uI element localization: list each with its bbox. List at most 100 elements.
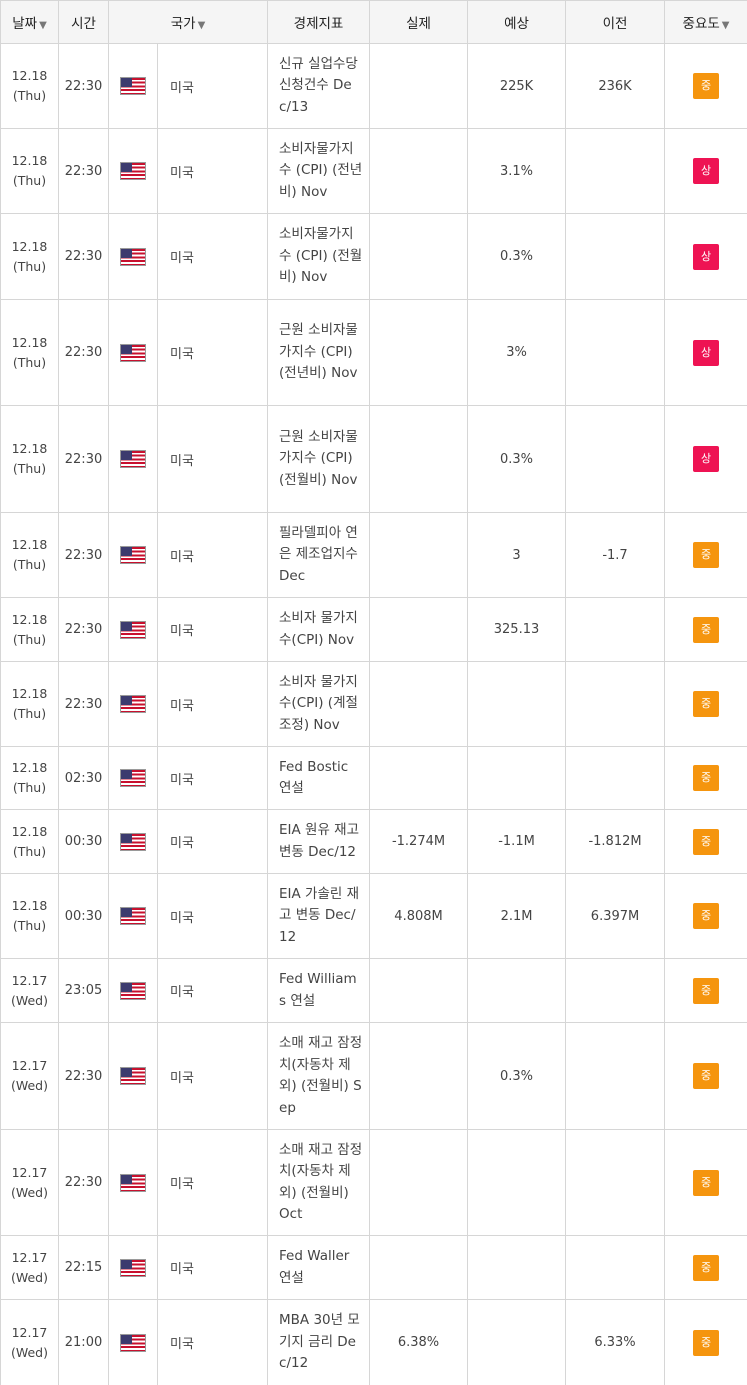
time-cell: 22:30 [58,661,109,747]
indicator-cell[interactable]: Fed Waller 연설 [267,1235,371,1300]
previous-cell: -1.7 [565,512,666,598]
weekday-value: (Wed) [10,1269,48,1285]
importance-badge: 중 [693,828,720,855]
date-value: 12.18 [11,537,48,552]
us-flag-icon [120,1173,146,1192]
flag-cell [108,873,158,959]
time-cell: 22:30 [58,299,109,406]
table-row[interactable]: 12.18 (Thu) 22:30 미국 소비자물가지수 (CPI) (전년비) Nov… [0,128,747,214]
time-cell: 22:30 [58,43,109,129]
indicator-cell[interactable]: MBA 30년 모기지 금리 Dec/12 [267,1299,371,1385]
date-cell: 12.18 (Thu) [0,746,59,810]
forecast-cell [467,746,567,810]
actual-cell [369,128,469,214]
forecast-cell: 3.1% [467,128,567,214]
table-row[interactable]: 12.17 (Wed) 23:05 미국 Fed Williams 연설 중 [0,958,747,1023]
country-cell: 미국 [156,128,269,214]
table-row[interactable]: 12.18 (Thu) 22:30 미국 필라델피아 연은 제조업지수 Dec 3 -1.7… [0,512,747,598]
table-row[interactable]: 12.18 (Thu) 22:30 미국 신규 실업수당 신청건수 Dec/13 225K… [0,43,747,129]
forecast-cell: 0.3% [467,1022,567,1130]
sort-arrow-icon[interactable]: ▼ [721,20,730,31]
country-cell: 미국 [156,958,269,1023]
table-row[interactable]: 12.17 (Wed) 22:15 미국 Fed Waller 연설 중 [0,1235,747,1300]
table-row[interactable]: 12.18 (Thu) 22:30 미국 소비자 물가지수(CPI) (계절조정) No… [0,661,747,747]
us-flag-icon [120,832,146,851]
indicator-cell[interactable]: 근원 소비자물가지수 (CPI) (전년비) Nov [267,299,371,406]
indicator-cell[interactable]: Fed Bostic 연설 [267,746,371,810]
time-cell: 22:30 [58,1129,109,1236]
actual-cell [369,299,469,406]
flag-cell [108,597,158,662]
importance-cell: 중 [664,746,747,810]
us-flag-icon [120,77,146,95]
sort-arrow-icon[interactable]: ▼ [39,20,47,31]
table-row[interactable]: 12.18 (Thu) 00:30 미국 EIA 가솔린 재고 변동 Dec/12 4.8… [0,873,747,959]
indicator-cell[interactable]: 소비자물가지수 (CPI) (전월비) Nov [267,213,371,300]
previous-cell [565,299,666,406]
us-flag-icon [120,546,146,564]
importance-badge: 상 [693,243,720,270]
previous-cell: 6.33% [565,1299,666,1385]
column-header-importance[interactable]: 중요도 ▼ [664,0,747,44]
us-flag-icon [120,769,146,787]
time-cell: 21:00 [58,1299,109,1385]
indicator-cell[interactable]: EIA 원유 재고 변동 Dec/12 [267,809,371,874]
previous-cell [565,1129,666,1236]
flag-cell [108,512,158,598]
indicator-cell[interactable]: 소비자물가지수 (CPI) (전년비) Nov [267,128,371,214]
flag-cell [108,661,158,747]
country-cell: 미국 [156,809,269,874]
importance-cell: 중 [664,1235,747,1300]
date-value: 12.17 [11,1058,48,1073]
flag-cell [108,299,158,406]
forecast-cell: 3 [467,512,567,598]
table-row[interactable]: 12.18 (Thu) 22:30 미국 소비자 물가지수(CPI) Nov 325.13… [0,597,747,662]
country-cell: 미국 [156,661,269,747]
us-flag-icon [120,450,146,468]
column-header-date[interactable]: 날짜 ▼ [0,0,59,44]
actual-cell [369,1129,469,1236]
indicator-cell[interactable]: EIA 가솔린 재고 변동 Dec/12 [267,873,371,959]
table-row[interactable]: 12.18 (Thu) 22:30 미국 근원 소비자물가지수 (CPI) (전월비) … [0,405,747,513]
time-cell: 00:30 [58,873,109,959]
actual-cell [369,746,469,810]
us-flag-icon [120,981,146,1000]
sort-arrow-icon[interactable]: ▼ [197,20,206,31]
date-value: 12.17 [11,1164,48,1180]
indicator-cell[interactable]: 소비자 물가지수(CPI) (계절조정) Nov [267,661,371,747]
table-row[interactable]: 12.17 (Wed) 21:00 미국 MBA 30년 모기지 금리 Dec/12 6.… [0,1299,747,1385]
column-header-country[interactable]: 국가 ▼ [107,0,269,44]
actual-cell: 4.808M [369,873,469,959]
indicator-cell[interactable]: 근원 소비자물가지수 (CPI) (전월비) Nov [267,405,371,513]
time-cell: 22:30 [58,405,109,513]
country-cell: 미국 [156,1235,269,1300]
indicator-cell[interactable]: Fed Williams 연설 [267,958,371,1023]
importance-badge: 중 [693,1329,720,1356]
indicator-cell[interactable]: 필라델피아 연은 제조업지수 Dec [267,512,371,598]
table-row[interactable]: 12.17 (Wed) 22:30 미국 소매 재고 잠정치(자동차 제외) (전월비)… [0,1022,747,1130]
table-row[interactable]: 12.18 (Thu) 22:30 미국 소비자물가지수 (CPI) (전월비) Nov… [0,213,747,300]
forecast-cell: 225K [467,43,567,129]
previous-cell: 236K [565,43,666,129]
indicator-cell[interactable]: 소비자 물가지수(CPI) Nov [267,597,371,662]
table-row[interactable]: 12.18 (Thu) 00:30 미국 EIA 원유 재고 변동 Dec/12 -1.2… [0,809,747,874]
indicator-cell[interactable]: 신규 실업수당 신청건수 Dec/13 [267,43,371,129]
indicator-cell[interactable]: 소매 재고 잠정치(자동차 제외) (전월비) Sep [267,1022,371,1130]
us-flag-icon [120,1333,146,1352]
forecast-cell: -1.1M [467,809,567,874]
importance-badge: 상 [693,158,720,184]
date-cell: 12.18 (Thu) [0,661,59,747]
importance-badge: 중 [693,903,720,929]
indicator-cell[interactable]: 소매 재고 잠정치(자동차 제외) (전월비) Oct [267,1129,371,1236]
flag-cell [108,43,158,129]
table-row[interactable]: 12.17 (Wed) 22:30 미국 소매 재고 잠정치(자동차 제외) (전월비)… [0,1129,747,1236]
column-header-forecast: 예상 [467,0,567,44]
table-row[interactable]: 12.18 (Thu) 02:30 미국 Fed Bostic 연설 중 [0,746,747,810]
importance-badge: 중 [693,616,720,643]
weekday-value: (Thu) [12,918,47,933]
country-cell: 미국 [156,213,269,300]
flag-cell [108,1235,158,1300]
previous-cell [565,1235,666,1300]
table-row[interactable]: 12.18 (Thu) 22:30 미국 근원 소비자물가지수 (CPI) (전년비) … [0,299,747,406]
